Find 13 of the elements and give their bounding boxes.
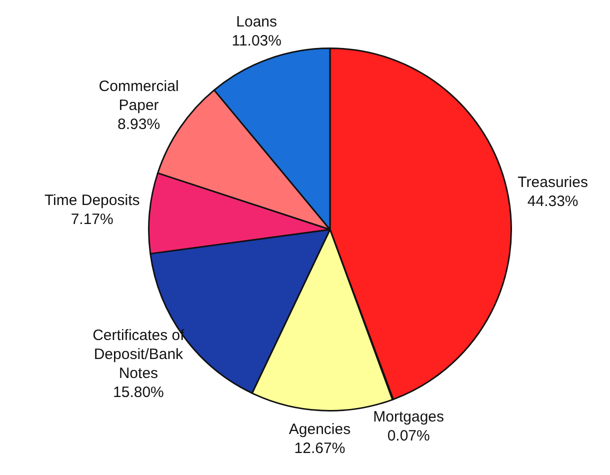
data-label: 11.03% (232, 32, 282, 50)
data-label: 44.33% (527, 192, 578, 210)
slice-label: Loans (236, 13, 278, 30)
slice-label: Treasuries (518, 174, 588, 191)
slice-label: Time Deposits (44, 192, 140, 209)
slice-label: Agencies (288, 421, 351, 438)
data-label: 8.93% (118, 116, 160, 134)
slice-label: Commercial Paper (98, 78, 179, 114)
data-label: 0.07% (387, 427, 430, 444)
data-label: 12.67% (294, 440, 346, 458)
data-label: 7.17% (70, 210, 114, 228)
data-label: 15.80% (113, 384, 164, 402)
slice-label: Mortgages (373, 408, 444, 426)
